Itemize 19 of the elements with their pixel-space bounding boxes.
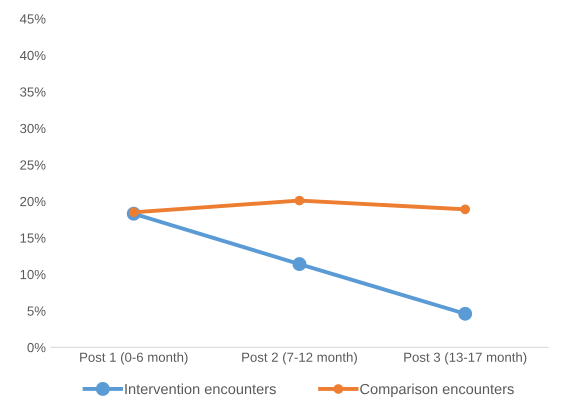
y-tick-label: 0% xyxy=(27,342,46,352)
x-tick-label: Post 3 (13-17 month) xyxy=(404,352,526,365)
x-tick-label: Post 2 (7-12 month) xyxy=(242,352,357,365)
y-tick-label: 40% xyxy=(20,50,46,60)
point xyxy=(460,204,470,214)
point xyxy=(458,306,472,321)
legend-label: Comparison encounters xyxy=(360,383,514,398)
x-tick-label: Post 1 (0-6 month) xyxy=(80,352,188,365)
y-tick-label: 45% xyxy=(20,14,46,24)
point xyxy=(294,196,304,206)
y-tick-label: 5% xyxy=(27,306,46,316)
y-tick-label: 20% xyxy=(20,196,46,206)
y-tick-label: 15% xyxy=(20,233,46,243)
legend-label: Intervention encounters xyxy=(125,383,276,394)
y-tick-label: 30% xyxy=(20,124,46,134)
y-tick-label: 25% xyxy=(20,160,46,170)
y-tick-label: 10% xyxy=(20,270,46,280)
y-tick-label: 35% xyxy=(20,87,46,97)
point xyxy=(292,257,306,272)
